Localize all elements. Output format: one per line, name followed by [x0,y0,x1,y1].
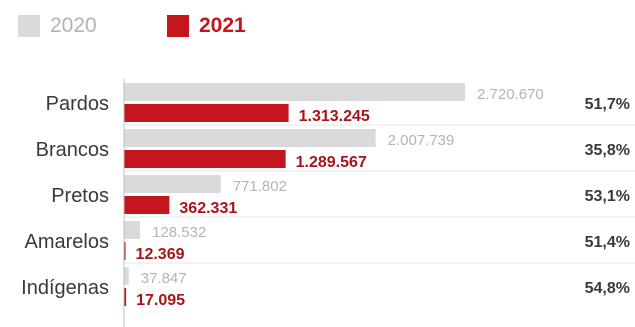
bar-2021-4 [124,242,126,260]
bar-2021-2 [124,150,286,168]
legend-swatch-2021 [167,15,189,37]
percentage-label-3: 53,1% [585,188,630,205]
bar-2020-1 [124,83,465,101]
category-label-4: Amarelos [25,231,109,253]
bar-2021-3 [124,196,170,214]
value-label-2021-4: 12.369 [136,246,185,263]
value-label-2021-5: 17.095 [136,292,185,309]
value-label-2020-2: 2.007.739 [388,132,455,149]
legend-label-2021: 2021 [199,14,246,37]
percentage-label-4: 51,4% [585,234,630,251]
bar-2020-4 [124,221,141,239]
category-label-1: Pardos [46,93,109,115]
bar-2020-5 [124,267,129,285]
percentage-label-1: 51,7% [585,96,630,113]
category-label-5: Indígenas [21,277,109,299]
legend-label-2020: 2020 [50,14,97,37]
legend-swatch-2020 [18,15,40,37]
bar-2020-2 [124,129,376,147]
value-label-2020-3: 771.802 [233,178,287,195]
value-label-2020-5: 37.847 [141,270,187,287]
bar-2021-1 [124,104,289,122]
bar-2021-5 [124,288,127,306]
value-label-2020-4: 128.532 [152,224,206,241]
percentage-label-2: 35,8% [585,142,630,159]
legend-item-2020: 2020 [18,14,97,38]
category-label-2: Brancos [36,139,109,161]
value-label-2020-1: 2.720.670 [477,86,544,103]
legend-item-2021: 2021 [167,14,246,38]
category-label-3: Pretos [51,185,109,207]
value-label-2021-2: 1.289.567 [296,154,367,171]
value-label-2021-1: 1.313.245 [299,108,370,125]
bar-2020-3 [124,175,221,193]
value-label-2021-3: 362.331 [179,200,237,217]
percentage-label-5: 54,8% [585,280,630,297]
